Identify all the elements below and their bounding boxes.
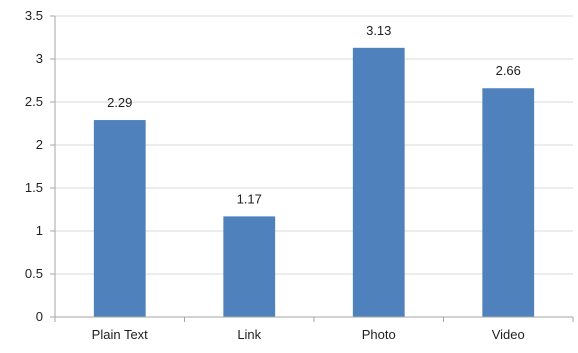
y-tick-label: 1: [36, 223, 43, 238]
x-tick-label: Photo: [362, 327, 396, 342]
y-tick-label: 3.5: [25, 8, 43, 23]
data-label: 2.29: [107, 95, 132, 110]
bar-video: [482, 88, 535, 318]
x-tick-label: Video: [492, 327, 525, 342]
data-label: 3.13: [366, 23, 391, 38]
bar-plain-text: [93, 120, 146, 317]
y-tick-label: 2.5: [25, 94, 43, 109]
bars: [93, 47, 535, 318]
data-labels: 2.29 1.17 3.13 2.66: [107, 23, 521, 207]
y-tick-labels: 0 0.5 1 1.5 2 2.5 3 3.5: [25, 8, 43, 324]
y-tick-label: 2: [36, 137, 43, 152]
data-label: 2.66: [496, 63, 521, 78]
bar-photo: [352, 47, 405, 317]
y-tick-label: 0: [36, 309, 43, 324]
y-tick-label: 0.5: [25, 266, 43, 281]
bar-link: [223, 216, 276, 317]
y-tick-label: 3: [36, 51, 43, 66]
x-tick-labels: Plain Text Link Photo Video: [92, 327, 525, 342]
axes: [50, 15, 574, 322]
x-tick-label: Plain Text: [92, 327, 149, 342]
y-tick-label: 1.5: [25, 180, 43, 195]
x-tick-label: Link: [237, 327, 261, 342]
data-label: 1.17: [237, 191, 262, 206]
